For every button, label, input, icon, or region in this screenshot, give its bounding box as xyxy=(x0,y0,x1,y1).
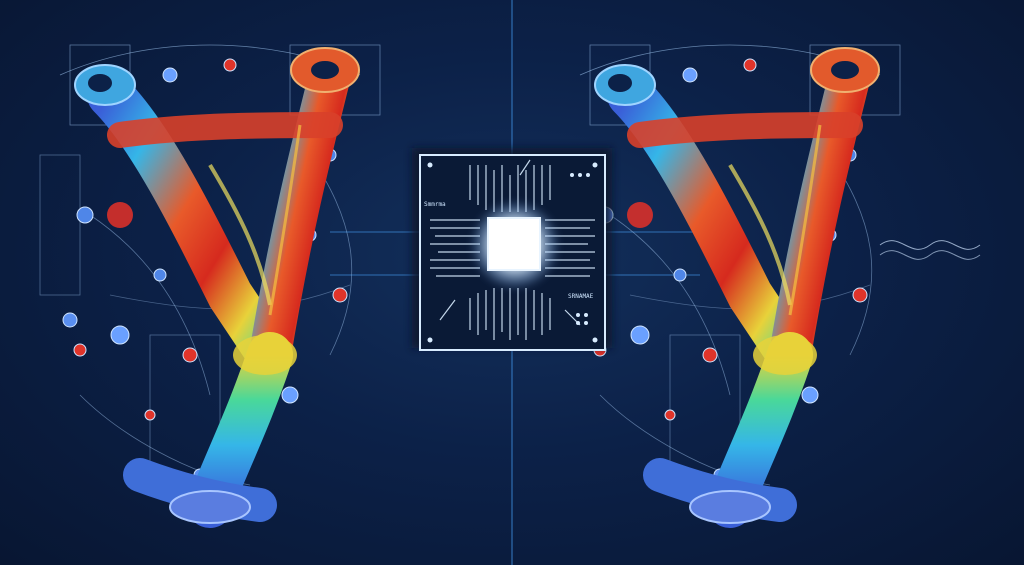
right-suspension-arm xyxy=(559,45,981,523)
chip-label-top-left: Smmrma xyxy=(424,201,446,208)
processor-chip: Smmrma SRNAMAE xyxy=(412,148,612,351)
chip-pads xyxy=(427,162,598,343)
left-suspension-arm xyxy=(39,45,380,523)
chip-core xyxy=(487,217,541,271)
chip-label-bottom-right: SRNAMAE xyxy=(568,293,594,300)
